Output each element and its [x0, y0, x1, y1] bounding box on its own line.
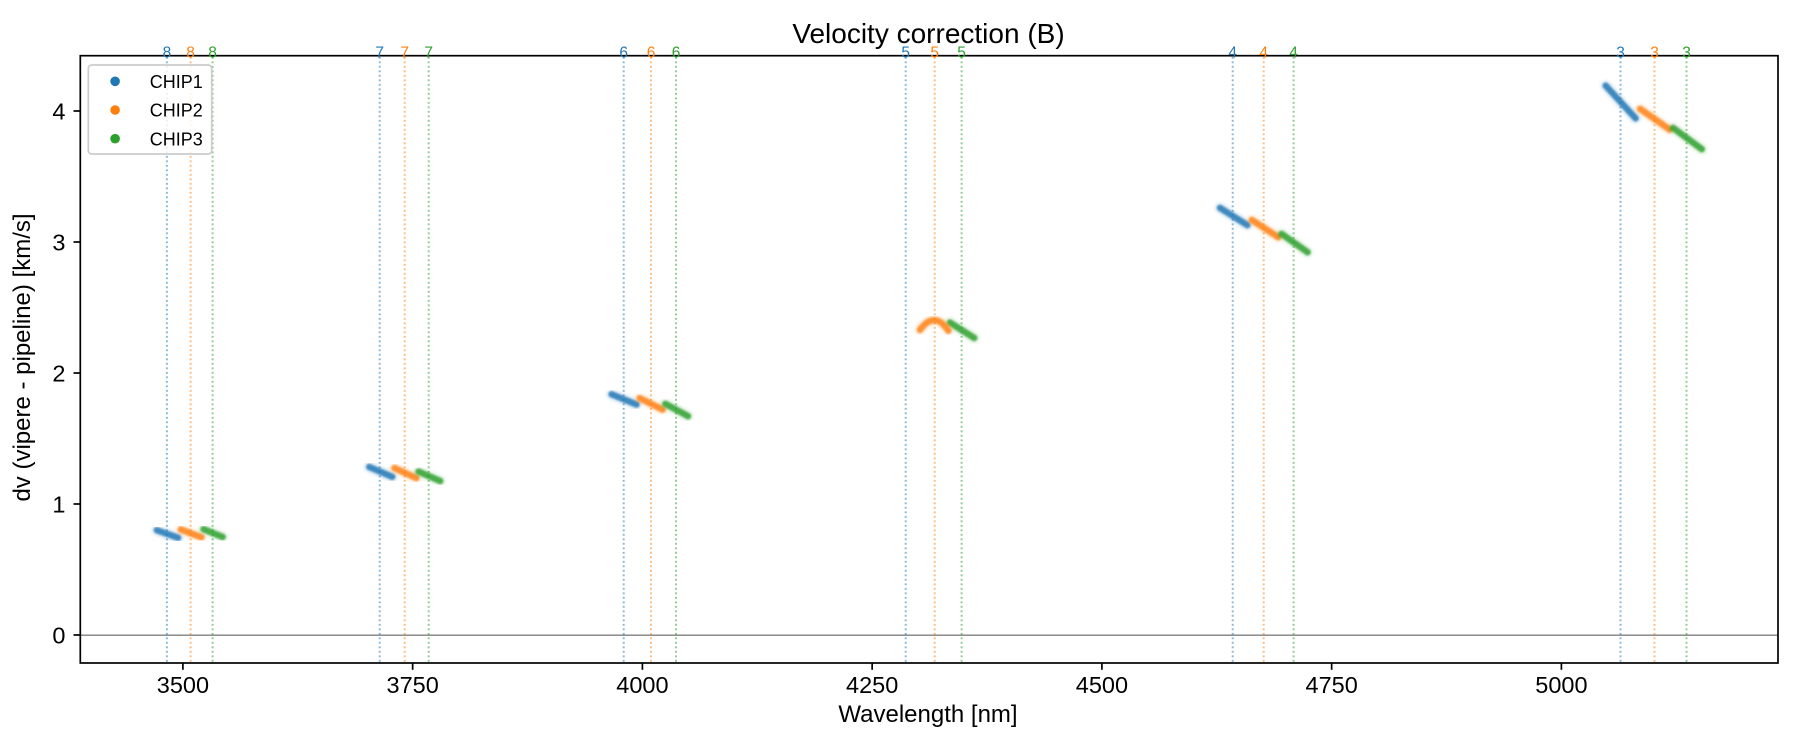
svg-text:3750: 3750 [387, 672, 439, 698]
svg-text:8: 8 [208, 44, 217, 61]
svg-text:4000: 4000 [616, 672, 668, 698]
svg-text:CHIP1: CHIP1 [150, 72, 203, 92]
svg-text:8: 8 [163, 44, 172, 61]
svg-text:4250: 4250 [846, 672, 898, 698]
svg-text:2: 2 [52, 361, 65, 387]
svg-text:Velocity correction (B): Velocity correction (B) [792, 18, 1064, 49]
svg-text:4500: 4500 [1076, 672, 1128, 698]
svg-text:dv (vipere - pipeline) [km/s]: dv (vipere - pipeline) [km/s] [9, 213, 36, 501]
svg-text:5: 5 [901, 44, 910, 61]
svg-text:3: 3 [1650, 44, 1659, 61]
svg-text:3: 3 [1682, 44, 1691, 61]
svg-text:CHIP2: CHIP2 [150, 101, 203, 121]
svg-text:4: 4 [1289, 44, 1298, 61]
svg-text:Wavelength [nm]: Wavelength [nm] [838, 701, 1017, 728]
svg-text:CHIP3: CHIP3 [150, 129, 203, 149]
svg-text:0: 0 [52, 623, 65, 649]
svg-text:6: 6 [672, 44, 681, 61]
svg-text:4750: 4750 [1306, 672, 1358, 698]
svg-text:7: 7 [375, 44, 384, 61]
svg-text:5000: 5000 [1535, 672, 1587, 698]
svg-text:1: 1 [52, 492, 65, 518]
svg-text:4: 4 [52, 99, 65, 125]
svg-text:5: 5 [930, 44, 939, 61]
svg-text:8: 8 [186, 44, 195, 61]
svg-text:7: 7 [424, 44, 433, 61]
svg-text:6: 6 [647, 44, 656, 61]
svg-text:3: 3 [52, 230, 65, 256]
svg-text:4: 4 [1228, 44, 1237, 61]
svg-text:5: 5 [957, 44, 966, 61]
svg-text:3500: 3500 [157, 672, 209, 698]
svg-text:4: 4 [1259, 44, 1268, 61]
svg-text:7: 7 [400, 44, 409, 61]
svg-text:3: 3 [1616, 44, 1625, 61]
svg-text:6: 6 [619, 44, 628, 61]
